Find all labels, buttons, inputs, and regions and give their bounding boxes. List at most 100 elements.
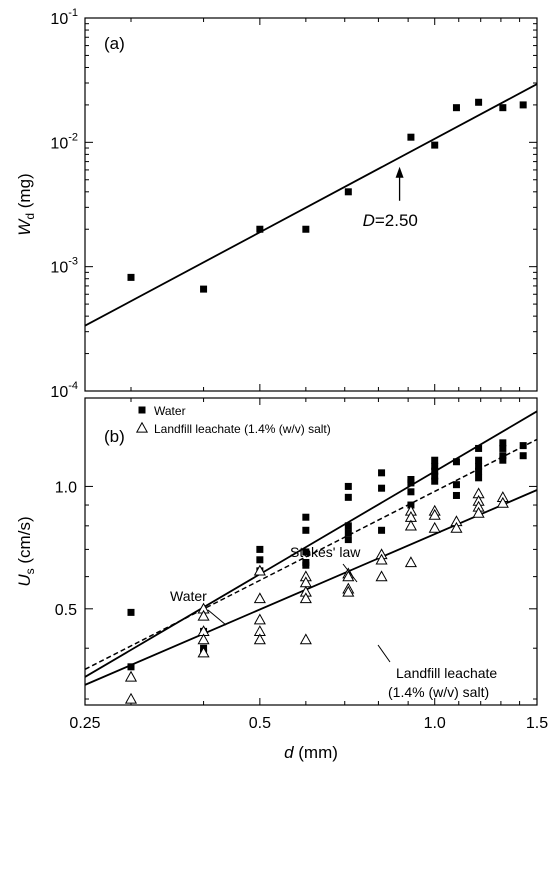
leader-leachate [377,644,391,663]
data-point-leachate [428,508,441,520]
data-point-water [499,444,507,452]
data-point-leachate [253,633,266,645]
data-point-water [499,456,507,464]
y-tick-label: 1.0 [55,479,77,496]
panel-label-a: (a) [104,34,125,53]
data-point-leachate [375,570,388,582]
data-point-water [431,456,439,464]
data-point-water [452,481,460,489]
data-point-a [431,141,439,149]
data-point-a [499,104,507,112]
data-point-water [431,477,439,485]
data-point-leachate [342,585,355,597]
data-point-water [499,452,507,460]
data-point-water [302,526,310,534]
data-point-a [200,285,208,293]
data-point-a [127,273,135,281]
data-point-water [302,561,310,569]
fit-line-water [84,410,538,678]
data-point-leachate [253,613,266,625]
data-point-water [302,548,310,556]
data-point-water [431,462,439,470]
annotation-label: D=2.50 [363,211,418,230]
data-point-water [407,479,415,487]
data-point-water [127,663,135,671]
data-point-leachate [450,521,463,533]
legend-marker-water [138,406,146,414]
x-tick-label: 0.25 [69,715,100,732]
data-point-water [475,467,483,475]
data-point-water [452,491,460,499]
y-tick-label: 10-1 [50,7,78,28]
data-point-leachate [253,564,266,576]
data-point-leachate [472,506,485,518]
y-tick-label: 10-2 [50,131,78,152]
annotation-arrow-head [395,166,404,178]
data-point-water [431,467,439,475]
data-point-water [452,458,460,466]
leader-stokes [342,563,358,583]
x-tick-label: 1.0 [424,715,446,732]
data-point-a [256,225,264,233]
y-axis-label-a: Wd (mg) [15,173,37,235]
data-point-water [344,536,352,544]
data-point-water [378,526,386,534]
x-axis-label: d (mm) [284,743,338,762]
line-label-leachate-salt: (1.4% (w/v) salt) [388,684,489,700]
data-point-leachate [197,609,210,621]
legend-label-leachate: Landfill leachate (1.4% (w/v) salt) [154,422,331,436]
plot-frame-b [84,397,538,706]
x-tick-label: 0.5 [249,715,271,732]
data-point-a [452,104,460,112]
data-point-water [519,442,527,450]
line-label-stokes: Stokes' law [290,544,361,560]
data-point-water [475,462,483,470]
legend-marker-leachate [135,421,149,433]
data-point-a [407,133,415,141]
data-point-water [256,545,264,553]
y-tick-label: 10-3 [50,256,78,277]
y-tick-label: 0.5 [55,602,77,619]
data-point-leachate [342,570,355,582]
data-point-a [302,225,310,233]
data-point-leachate [124,670,138,682]
data-point-a [475,98,483,106]
y-axis-label-b: Us (cm/s) [15,516,37,586]
panel-label-b: (b) [104,427,125,446]
panel-a: (a) 10-1 10-2 10-3 10-4 Wd (mg) D=2.50 [15,7,538,401]
data-point-water [344,522,352,530]
legend-label-water: Water [154,404,186,418]
leader-water [207,609,227,626]
data-point-leachate [375,553,388,565]
data-point-water [475,474,483,482]
data-point-leachate [197,646,210,658]
data-point-water [344,529,352,537]
panel-b: (b) Water Landfill leachate (1.4% (w/v) sa… [15,397,548,762]
y-tick-label: 10-4 [50,380,78,401]
data-point-leachate [404,519,417,531]
plot-frame-a [84,17,538,392]
data-point-water [519,452,527,460]
data-point-water [127,608,135,616]
data-point-leachate [299,592,312,604]
data-point-leachate [253,592,266,604]
line-label-water: Water [170,588,207,604]
fit-line-leachate [84,489,538,686]
data-point-a [344,188,352,196]
data-point-water [378,469,386,477]
data-point-leachate [428,521,441,533]
data-point-leachate [124,692,138,704]
legend: Water Landfill leachate (1.4% (w/v) salt) [135,404,331,436]
x-tick-label: 1.5 [526,715,548,732]
fit-line-stokes [84,438,538,670]
data-point-water [344,482,352,490]
data-point-water [378,484,386,492]
data-point-water [499,439,507,447]
data-point-water [302,513,310,521]
data-point-water [475,444,483,452]
data-point-leachate [496,496,509,508]
data-point-water [431,472,439,480]
data-point-leachate [197,633,210,645]
data-point-water [256,556,264,564]
